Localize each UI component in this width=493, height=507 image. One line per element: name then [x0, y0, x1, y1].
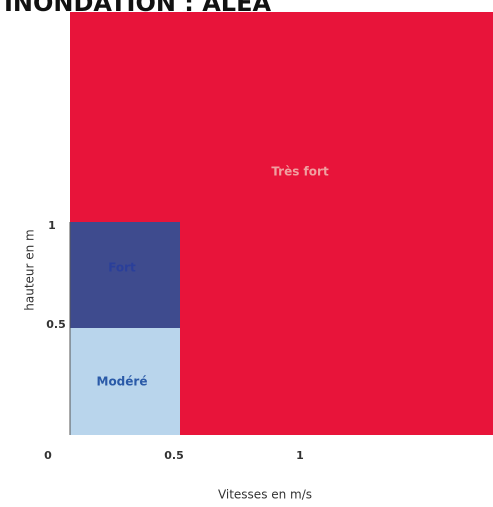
zone-label: Très fort [271, 165, 329, 179]
y-tick-label: 0.5 [46, 318, 66, 331]
zone-label: Fort [108, 261, 136, 275]
zone-high [70, 222, 180, 328]
y-tick-label: 1 [48, 219, 56, 232]
x-axis-label: Vitesses en m/s [218, 488, 312, 502]
x-tick-label: 0 [44, 449, 52, 462]
x-tick-label: 1 [296, 449, 304, 462]
zone-moderate [70, 328, 180, 435]
zone-label: Modéré [97, 375, 148, 389]
x-tick-label: 0.5 [164, 449, 184, 462]
y-axis-label: hauteur en m [23, 229, 37, 311]
